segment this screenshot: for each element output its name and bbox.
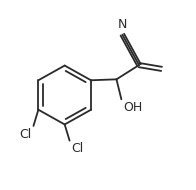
Text: Cl: Cl bbox=[72, 142, 84, 155]
Text: OH: OH bbox=[123, 101, 142, 114]
Text: N: N bbox=[118, 18, 127, 31]
Text: Cl: Cl bbox=[19, 128, 32, 141]
